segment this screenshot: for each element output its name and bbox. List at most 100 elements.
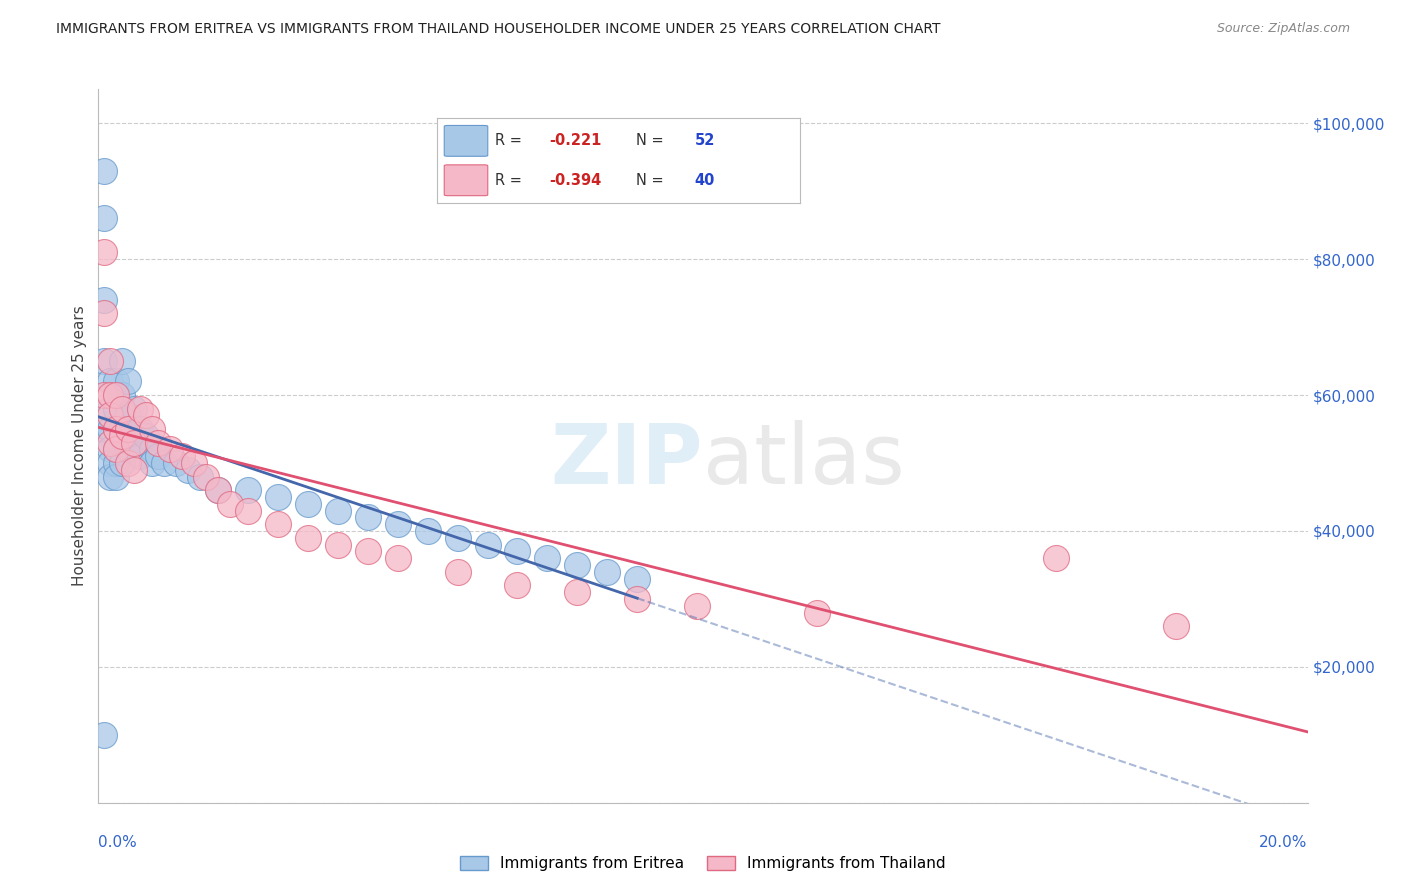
Point: [124, 401, 146, 416]
Text: ZIP: ZIP: [551, 420, 703, 500]
Point: [105, 422, 128, 436]
Point: [93, 211, 115, 226]
Point: [446, 565, 468, 579]
Point: [105, 401, 128, 416]
Point: [567, 585, 589, 599]
Y-axis label: Householder Income Under 25 years: Householder Income Under 25 years: [72, 306, 87, 586]
Text: Source: ZipAtlas.com: Source: ZipAtlas.com: [1216, 22, 1350, 36]
Point: [326, 537, 349, 551]
Point: [297, 497, 319, 511]
Point: [153, 456, 176, 470]
Point: [105, 442, 128, 457]
Point: [129, 401, 152, 416]
Point: [177, 463, 200, 477]
Point: [387, 551, 409, 566]
Point: [596, 565, 619, 579]
Point: [93, 293, 115, 307]
Point: [100, 375, 122, 389]
Point: [111, 456, 134, 470]
Text: 20.0%: 20.0%: [1260, 836, 1308, 850]
Point: [105, 388, 128, 402]
Point: [129, 422, 152, 436]
Point: [626, 591, 648, 606]
Text: IMMIGRANTS FROM ERITREA VS IMMIGRANTS FROM THAILAND HOUSEHOLDER INCOME UNDER 25 : IMMIGRANTS FROM ERITREA VS IMMIGRANTS FR…: [56, 22, 941, 37]
Point: [207, 483, 229, 498]
Point: [117, 422, 139, 436]
Point: [105, 422, 128, 436]
Point: [100, 354, 122, 368]
Point: [267, 490, 290, 504]
Point: [506, 578, 529, 592]
Legend: Immigrants from Eritrea, Immigrants from Thailand: Immigrants from Eritrea, Immigrants from…: [454, 850, 952, 877]
Point: [1164, 619, 1187, 633]
Point: [172, 449, 194, 463]
Point: [148, 449, 170, 463]
Point: [117, 409, 139, 423]
Point: [357, 510, 380, 524]
Point: [416, 524, 439, 538]
Point: [111, 401, 134, 416]
Point: [267, 517, 290, 532]
Point: [506, 544, 529, 558]
Point: [111, 429, 134, 443]
Point: [183, 456, 205, 470]
Point: [135, 429, 157, 443]
Point: [124, 463, 146, 477]
Point: [567, 558, 589, 572]
Point: [536, 551, 558, 566]
Point: [117, 456, 139, 470]
Point: [326, 503, 349, 517]
Point: [105, 456, 128, 470]
Text: atlas: atlas: [703, 420, 904, 500]
Point: [236, 483, 259, 498]
Point: [1045, 551, 1067, 566]
Point: [297, 531, 319, 545]
Point: [100, 401, 122, 416]
Point: [626, 572, 648, 586]
Point: [165, 456, 187, 470]
Point: [100, 422, 122, 436]
Point: [93, 354, 115, 368]
Point: [806, 606, 828, 620]
Point: [93, 306, 115, 320]
Point: [93, 728, 115, 742]
Point: [93, 245, 115, 260]
Point: [387, 517, 409, 532]
Point: [477, 537, 499, 551]
Point: [100, 388, 122, 402]
Point: [105, 469, 128, 483]
Text: 0.0%: 0.0%: [98, 836, 138, 850]
Point: [100, 409, 122, 423]
Point: [141, 456, 163, 470]
Point: [188, 469, 211, 483]
Point: [93, 422, 115, 436]
Point: [686, 599, 709, 613]
Point: [124, 435, 146, 450]
Point: [236, 503, 259, 517]
Point: [93, 388, 115, 402]
Point: [117, 375, 139, 389]
Point: [105, 442, 128, 457]
Point: [100, 456, 122, 470]
Point: [124, 435, 146, 450]
Point: [129, 449, 152, 463]
Point: [195, 469, 218, 483]
Point: [141, 422, 163, 436]
Point: [219, 497, 242, 511]
Point: [100, 469, 122, 483]
Point: [117, 442, 139, 457]
Point: [141, 442, 163, 457]
Point: [135, 409, 157, 423]
Point: [111, 354, 134, 368]
Point: [446, 531, 468, 545]
Point: [105, 375, 128, 389]
Point: [111, 422, 134, 436]
Point: [93, 163, 115, 178]
Point: [207, 483, 229, 498]
Point: [100, 442, 122, 457]
Point: [100, 435, 122, 450]
Point: [111, 388, 134, 402]
Point: [357, 544, 380, 558]
Point: [159, 442, 181, 457]
Point: [148, 435, 170, 450]
